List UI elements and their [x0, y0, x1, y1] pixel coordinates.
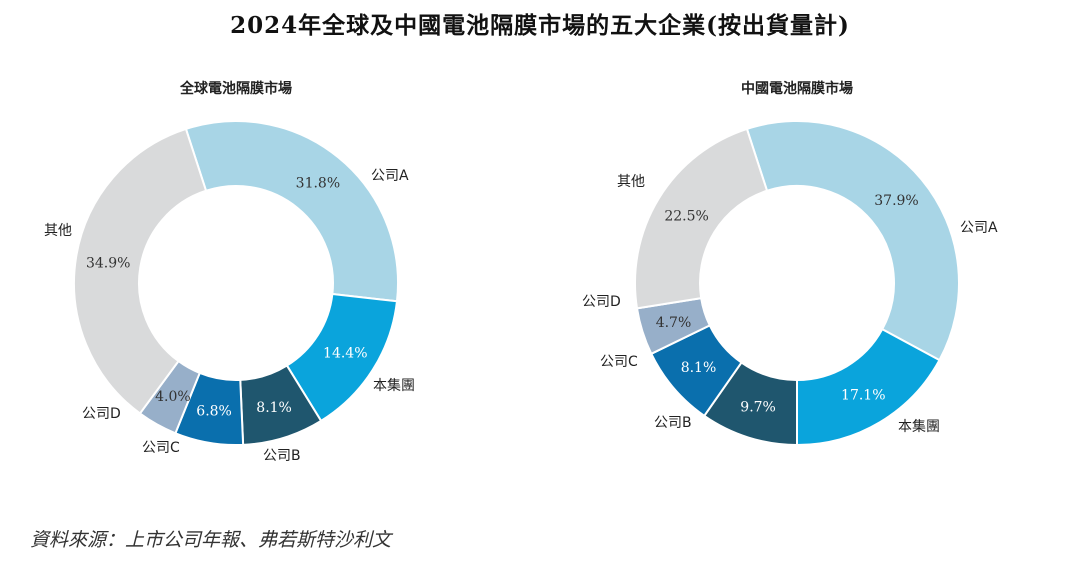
- global-value-company-d: 4.0%: [155, 389, 191, 405]
- page-title: 2024年全球及中國電池隔膜市場的五大企業(按出貨量計): [230, 12, 850, 39]
- global-donut: 31.8% 公司A 14.4% 本集團 8.1% 公司B 6.8% 公司C 4.0% 公司D 34.…: [44, 120, 415, 464]
- china-value-company-c: 8.1%: [681, 360, 717, 376]
- china-value-others: 22.5%: [664, 208, 708, 224]
- global-value-others: 34.9%: [86, 255, 130, 271]
- china-label-our-group: 本集團: [898, 418, 940, 435]
- global-value-company-c: 6.8%: [196, 404, 232, 420]
- china-label-company-a: 公司A: [960, 220, 998, 236]
- china-slice-others: [634, 127, 769, 310]
- china-label-company-d: 公司D: [582, 294, 621, 310]
- china-label-others: 其他: [617, 174, 645, 190]
- global-label-company-d: 公司D: [82, 406, 121, 422]
- china-label-company-c: 公司C: [600, 354, 638, 370]
- china-value-our-group: 17.1%: [841, 387, 885, 403]
- global-value-our-group: 14.4%: [323, 345, 367, 361]
- global-chart-title: 全球電池隔膜市場: [179, 80, 292, 97]
- global-value-company-a: 31.8%: [296, 176, 340, 192]
- china-value-company-a: 37.9%: [874, 193, 918, 209]
- global-label-others: 其他: [44, 223, 72, 239]
- global-value-company-b: 8.1%: [256, 400, 292, 416]
- china-donut: 37.9% 公司A 17.1% 本集團 9.7% 公司B 8.1% 公司C 4.7% 公司D 22.…: [582, 120, 998, 447]
- china-value-company-b: 9.7%: [740, 400, 776, 416]
- china-slice-company-a: [745, 120, 960, 362]
- global-label-company-c: 公司C: [142, 440, 180, 456]
- global-slice-others: [73, 127, 208, 415]
- china-value-company-d: 4.7%: [656, 315, 692, 331]
- global-label-company-b: 公司B: [263, 448, 301, 464]
- global-label-our-group: 本集團: [373, 377, 415, 394]
- china-chart-title: 中國電池隔膜市場: [741, 80, 853, 97]
- source-note: 資料來源：上市公司年報、弗若斯特沙利文: [30, 529, 392, 551]
- global-label-company-a: 公司A: [371, 168, 409, 184]
- china-label-company-b: 公司B: [654, 415, 692, 431]
- global-slice-company-a: [184, 120, 399, 303]
